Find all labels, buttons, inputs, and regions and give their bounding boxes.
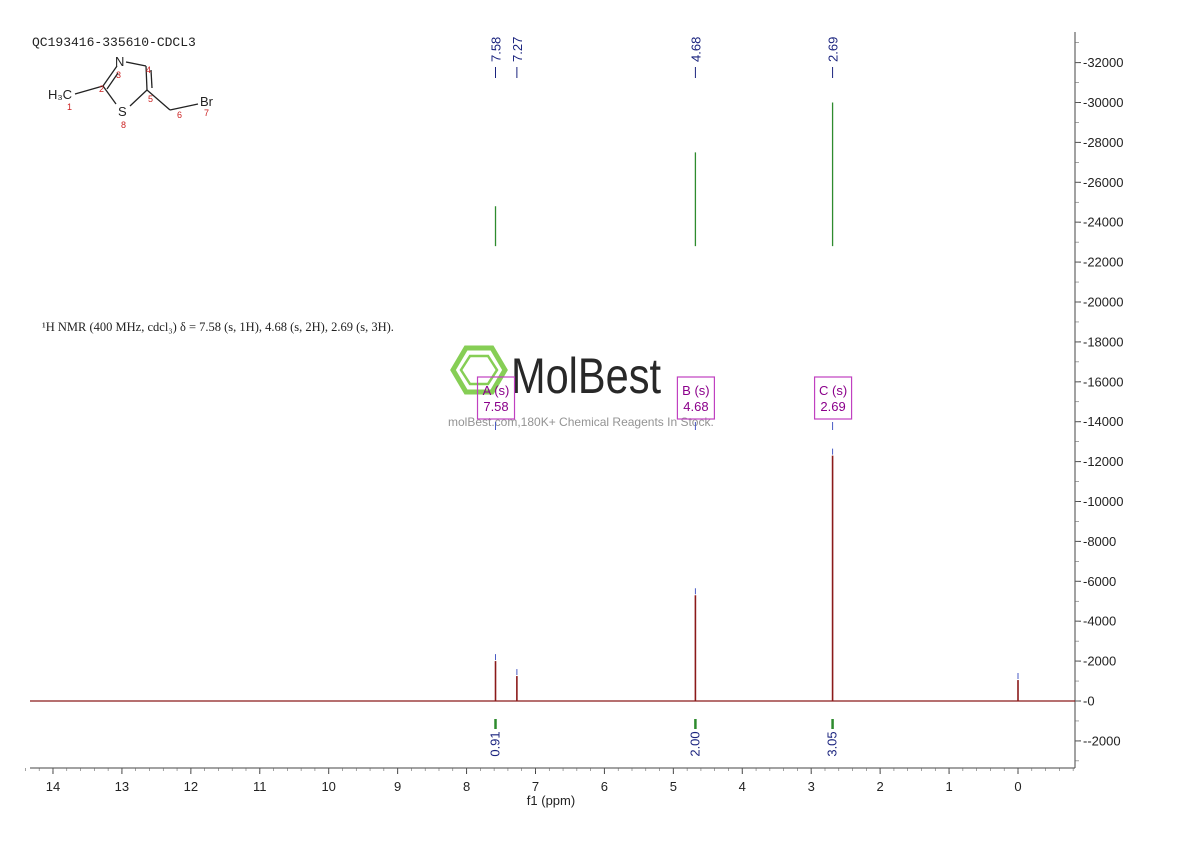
x-axis-label: f1 (ppm) [527,793,575,808]
atom-number-6: 6 [177,110,182,120]
x-tick-label: 14 [46,779,60,794]
peak-shift-label: 4.68 [688,37,703,62]
integral-value: 2.00 [687,731,702,756]
x-tick-label: 3 [808,779,815,794]
x-tick-label: 2 [877,779,884,794]
atom-methyl-label: H₃C [48,87,72,102]
benzene-logo-icon [450,345,508,395]
y-tick-label: -6000 [1083,574,1116,589]
y-tick-label: -14000 [1083,414,1123,429]
bond-c6-br [169,103,199,111]
x-tick-label: 6 [601,779,608,794]
x-tick-label: 10 [321,779,335,794]
bond-c2-n3-double [106,72,119,90]
y-tick-label: -32000 [1083,55,1123,70]
y-tick-label: -18000 [1083,334,1123,349]
watermark-tagline: molBest.com,180K+ Chemical Reagents In S… [448,415,714,429]
atom-number-8: 8 [121,120,126,130]
integral-value: 3.05 [825,731,840,756]
bond-c4-c5 [145,65,148,91]
y-tick-label: -16000 [1083,374,1123,389]
x-tick-label: 12 [184,779,198,794]
integral-value: 0.91 [488,731,503,756]
peak-shift-label: 7.27 [510,37,525,62]
multiplet-annotations: A (s)7.58 B (s)4.68 C (s)2.69 [476,376,853,430]
multiplet-name: A (s) [483,383,510,398]
y-tick-label: -26000 [1083,175,1123,190]
watermark-brand: MolBest [511,348,661,404]
atom-number-5: 5 [148,94,153,104]
peak-shift-labels: 7.58 7.27 4.68 2.69 [489,37,841,78]
bond-c5-s8 [129,89,148,107]
bond-c4-c5-double [150,69,153,89]
atom-number-7: 7 [204,108,209,118]
atom-number-3: 3 [116,70,121,80]
multiplet-box [476,376,516,420]
multiplet-shift: 2.69 [820,399,845,414]
x-axis-ticks: 14 13 12 11 10 9 8 7 6 5 4 3 2 1 0 [25,768,1074,794]
atom-number-4: 4 [146,65,151,75]
molecule-structure [74,61,199,111]
x-tick-label: 1 [945,779,952,794]
atom-nitrogen-label: N [115,54,124,69]
y-tick-label: -2000 [1083,654,1116,669]
integral-curves: 0.91 2.00 3.05 [488,102,840,757]
y-tick-label: -12000 [1083,454,1123,469]
multiplet-name: B (s) [682,383,709,398]
x-tick-label: 9 [394,779,401,794]
atom-number-2: 2 [99,84,104,94]
x-tick-label: 4 [739,779,746,794]
peak-shift-label: 2.69 [826,37,841,62]
x-tick-label: 8 [463,779,470,794]
multiplet-shift: 4.68 [683,399,708,414]
atom-number-1: 1 [67,102,72,112]
atom-number-labels: 1 2 3 4 5 6 7 8 [67,65,209,130]
bond-c5-c6 [146,89,171,111]
y-tick-label: -10000 [1083,494,1123,509]
y-tick-label: -24000 [1083,215,1123,230]
y-tick-label: -30000 [1083,95,1123,110]
sample-id: QC193416-335610-CDCL3 [32,35,196,50]
y-tick-label: -20000 [1083,295,1123,310]
axes [30,32,1076,769]
x-tick-label: 5 [670,779,677,794]
x-tick-label: 11 [253,779,267,794]
bond-n3-c4 [125,61,147,67]
y-tick-label: --2000 [1083,733,1121,748]
atom-sulfur-label: S [118,104,127,119]
multiplet-name: C (s) [819,383,847,398]
peak-shift-label: 7.58 [489,37,504,62]
nmr-summary-text: ¹H NMR (400 MHz, cdcl₃) δ = 7.58 (s, 1H)… [42,320,394,334]
bond-c2-s8 [102,85,117,105]
x-tick-label: 7 [532,779,539,794]
bond-c2-n3 [102,65,118,87]
spectrum-peaks [494,448,1019,701]
x-tick-label: 0 [1014,779,1021,794]
multiplet-shift: 7.58 [483,399,508,414]
multiplet-box [676,376,716,420]
y-tick-label: -0 [1083,694,1095,709]
atom-bromine-label: Br [200,94,214,109]
x-tick-label: 13 [115,779,129,794]
multiplet-box [813,376,853,420]
bond-c1-c2 [74,85,104,95]
y-tick-label: -8000 [1083,534,1116,549]
y-tick-label: -28000 [1083,135,1123,150]
y-tick-label: -4000 [1083,614,1116,629]
y-tick-label: -22000 [1083,255,1123,270]
y-axis-ticks: --2000 -0 -2000 -4000 -6000 -8000 -10000 -12000… [1075,42,1123,762]
watermark: MolBest molBest.com,180K+ Chemical Reage… [448,345,714,429]
